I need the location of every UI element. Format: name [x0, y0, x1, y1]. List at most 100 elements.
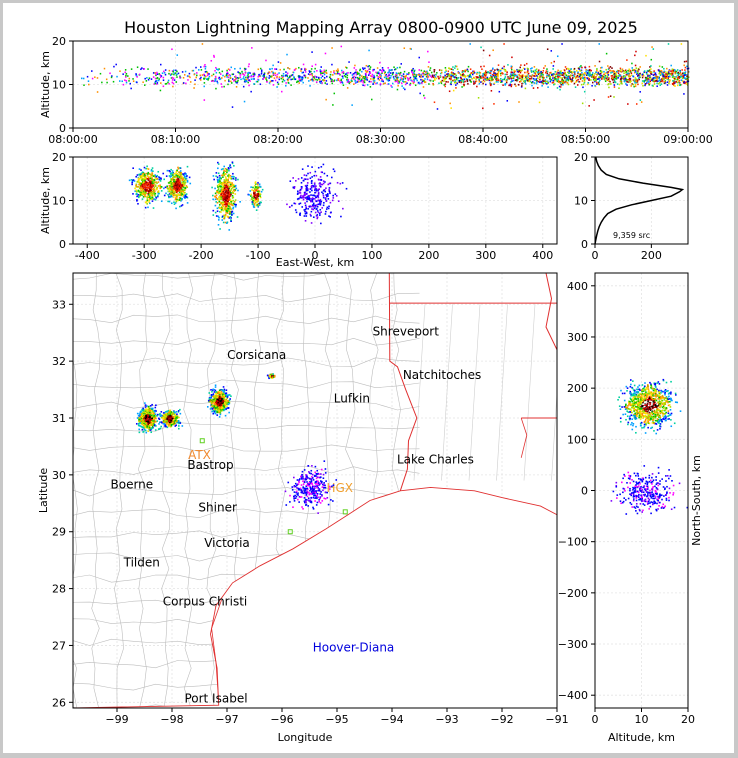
east-west-point	[316, 204, 318, 206]
time-altitude-point	[158, 78, 160, 80]
time-altitude-point	[506, 73, 508, 76]
time-altitude-point	[666, 77, 668, 80]
east-west-point	[146, 178, 149, 180]
time-altitude-point	[659, 74, 662, 76]
time-altitude-point	[585, 70, 587, 73]
east-west-point	[255, 187, 258, 190]
east-west-point	[329, 201, 332, 204]
time-altitude-point	[637, 74, 639, 77]
time-altitude-point	[639, 76, 641, 79]
east-west-point	[154, 184, 157, 187]
map-source-point	[154, 429, 157, 431]
east-west-point	[154, 194, 156, 197]
time-altitude-point	[595, 78, 597, 81]
time-altitude-point	[652, 80, 654, 82]
time-altitude-point	[112, 80, 115, 83]
east-west-point	[314, 170, 317, 173]
east-west-point	[153, 186, 156, 189]
east-west-point	[222, 184, 224, 186]
east-west-point	[251, 189, 253, 191]
east-west-point	[323, 201, 325, 204]
east-west-point	[298, 213, 301, 216]
time-altitude-point	[130, 68, 133, 70]
east-west-point	[315, 174, 318, 177]
east-west-point	[179, 197, 182, 200]
map-source-point	[150, 431, 153, 434]
time-altitude-point	[257, 79, 260, 81]
time-altitude-point	[463, 78, 465, 81]
time-altitude-point	[373, 76, 375, 79]
time-altitude-point	[576, 84, 579, 86]
time-altitude-point	[271, 67, 273, 70]
time-altitude-point	[559, 80, 561, 83]
time-altitude-point	[653, 83, 656, 85]
time-altitude-point	[239, 74, 242, 76]
time-altitude-point	[381, 79, 384, 81]
time-altitude-point	[617, 77, 619, 79]
map-source-point	[143, 423, 146, 426]
map-source-point	[142, 426, 145, 429]
map-source-point	[139, 425, 141, 427]
time-altitude-point	[99, 72, 102, 75]
east-west-point	[331, 199, 334, 202]
time-altitude-point	[147, 78, 150, 81]
east-west-point	[221, 203, 223, 205]
time-altitude-point	[414, 73, 417, 76]
time-altitude-point	[305, 68, 307, 71]
time-altitude-point	[609, 95, 612, 97]
map-source-point	[143, 428, 146, 431]
time-altitude-point	[349, 81, 352, 84]
time-altitude-point	[583, 72, 586, 74]
east-west-point	[176, 183, 179, 186]
time-altitude-point	[587, 82, 590, 84]
time-altitude-point	[649, 71, 651, 73]
time-altitude-point	[527, 80, 530, 82]
east-west-point	[163, 178, 166, 181]
time-altitude-point	[665, 73, 667, 75]
time-altitude-point	[676, 84, 679, 87]
time-altitude-point	[557, 72, 559, 74]
east-west-point	[307, 178, 309, 181]
time-altitude-point	[517, 77, 519, 80]
east-west-point	[333, 170, 336, 173]
time-altitude-point	[566, 67, 569, 70]
east-west-point	[220, 185, 222, 188]
time-altitude-point	[383, 76, 386, 79]
time-altitude-point	[588, 69, 591, 72]
time-altitude-point	[195, 66, 197, 69]
time-altitude-point	[527, 68, 530, 70]
time-altitude-point	[220, 83, 223, 85]
east-west-point	[182, 189, 185, 191]
time-altitude-point	[364, 67, 366, 70]
time-altitude-point	[578, 74, 581, 77]
time-altitude-point	[313, 77, 316, 79]
time-altitude-point	[201, 43, 204, 45]
east-west-point	[329, 192, 331, 195]
east-west-point	[139, 175, 142, 177]
time-altitude-point	[588, 79, 590, 81]
time-altitude-point	[395, 72, 398, 74]
map-source-point	[147, 427, 150, 430]
time-altitude-point	[570, 71, 573, 73]
east-west-point	[151, 167, 154, 169]
time-altitude-point	[317, 76, 320, 79]
time-altitude-point	[253, 83, 255, 85]
time-altitude-point	[516, 69, 519, 72]
time-altitude-point	[311, 65, 313, 67]
time-altitude-point	[621, 82, 623, 85]
map-source-point	[149, 424, 151, 426]
time-altitude-point	[545, 76, 548, 79]
time-altitude-point	[473, 70, 475, 73]
time-altitude-point	[409, 84, 412, 86]
time-altitude-point	[413, 73, 416, 76]
east-west-point	[215, 175, 217, 178]
time-altitude-point	[686, 77, 689, 80]
time-altitude-point	[290, 74, 293, 77]
time-altitude-point	[559, 71, 562, 74]
state-border	[520, 417, 528, 458]
time-altitude-point	[385, 76, 388, 78]
time-altitude-point	[425, 71, 427, 73]
time-altitude-point	[176, 70, 178, 73]
time-altitude-point	[662, 77, 664, 79]
east-west-point	[140, 169, 142, 171]
